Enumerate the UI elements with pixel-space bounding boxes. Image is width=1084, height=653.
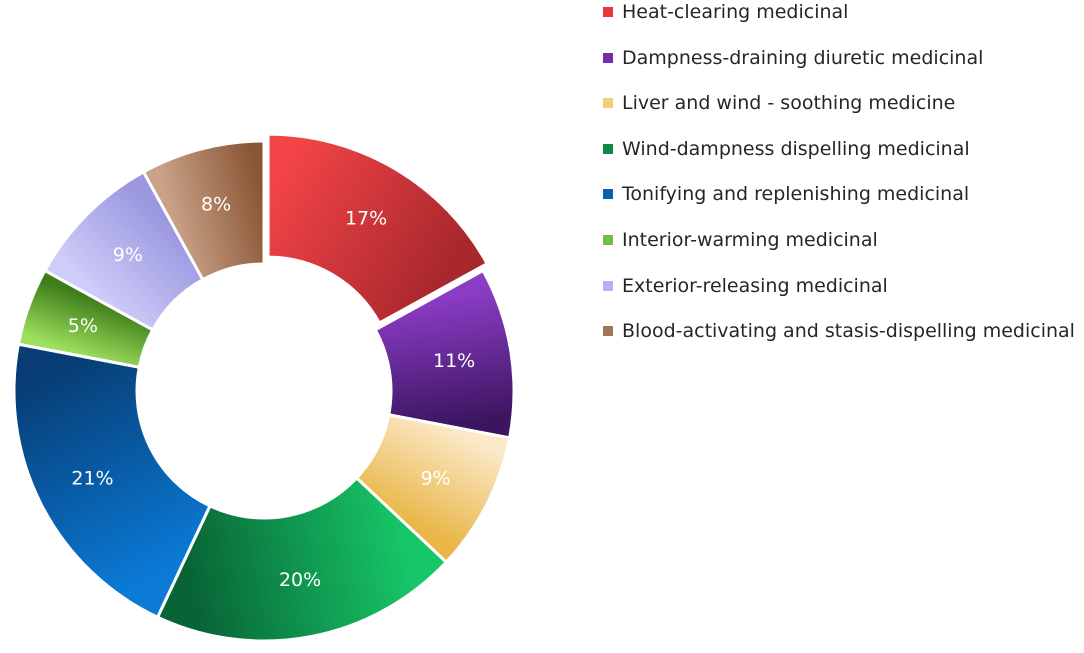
- legend-label-7: Exterior-releasing medicinal: [622, 274, 888, 297]
- legend-swatch-6: [603, 234, 613, 245]
- slices: [12, 132, 516, 643]
- legend-swatch-4: [603, 143, 613, 154]
- legend-label-8: Blood-activating and stasis-dispelling m…: [622, 320, 1075, 343]
- legend-swatch-8: [603, 326, 613, 337]
- legend-label-5: Tonifying and replenishing medicinal: [622, 183, 970, 206]
- legend-swatch-2: [603, 52, 613, 63]
- slice-1: [266, 132, 490, 325]
- legend-label-1: Heat-clearing medicinal: [622, 1, 849, 23]
- slice-label-2: 11%: [433, 350, 475, 372]
- legend-swatch-5: [603, 189, 613, 200]
- legend-item-3: Liver and wind - soothing medicine: [603, 91, 1075, 137]
- legend-label-4: Wind-dampness dispelling medicinal: [622, 137, 970, 160]
- legend-label-2: Dampness-draining diuretic medicinal: [622, 46, 984, 69]
- legend-swatch-7: [603, 280, 613, 291]
- slice-label-6: 5%: [68, 315, 98, 337]
- legend: Heat-clearing medicinal Dampness-draining…: [603, 0, 1075, 365]
- slice-label-3: 9%: [420, 467, 450, 489]
- legend-swatch-3: [603, 98, 613, 109]
- slice-4: [155, 475, 449, 643]
- legend-swatch-1: [603, 7, 613, 17]
- legend-item-5: Tonifying and replenishing medicinal: [603, 182, 1075, 228]
- slice-label-8: 8%: [201, 194, 231, 216]
- legend-item-7: Exterior-releasing medicinal: [603, 274, 1075, 320]
- legend-item-2: Dampness-draining diuretic medicinal: [603, 46, 1075, 92]
- slice-label-5: 21%: [71, 467, 113, 489]
- legend-item-6: Interior-warming medicinal: [603, 228, 1075, 274]
- legend-item-4: Wind-dampness dispelling medicinal: [603, 137, 1075, 183]
- slice-8: [141, 139, 266, 282]
- slice-label-1: 17%: [345, 207, 387, 229]
- legend-item-8: Blood-activating and stasis-dispelling m…: [603, 319, 1075, 365]
- legend-item-1: Heat-clearing medicinal: [603, 0, 1075, 46]
- slice-5: [12, 342, 212, 620]
- slice-label-7: 9%: [113, 244, 143, 266]
- legend-label-6: Interior-warming medicinal: [622, 228, 878, 251]
- legend-label-3: Liver and wind - soothing medicine: [622, 92, 956, 115]
- slice-label-4: 20%: [279, 569, 321, 591]
- slice-labels: 17% 11% 9% 20% 21% 5% 9% 8%: [68, 194, 475, 592]
